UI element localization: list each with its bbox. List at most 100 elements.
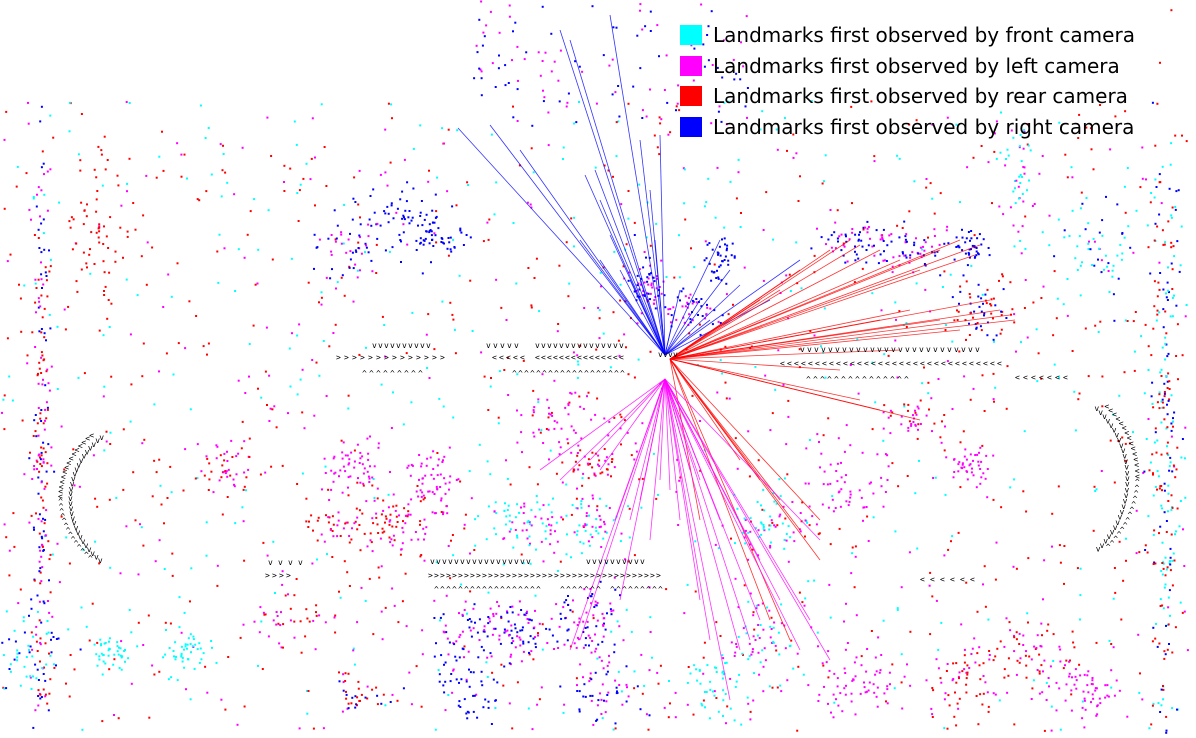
trajectory-arrow-glyph: <: [970, 575, 975, 584]
landmark-point: [859, 231, 861, 234]
landmark-point: [1143, 392, 1146, 395]
landmark-point: [245, 476, 248, 479]
landmark-point: [330, 250, 333, 253]
trajectory-arrow-glyph: ^: [616, 585, 621, 594]
landmark-point: [599, 518, 602, 521]
landmark-point: [411, 464, 414, 467]
landmark-point: [96, 190, 99, 192]
landmark-point: [603, 520, 605, 523]
landmark-point: [770, 616, 773, 619]
landmark-point: [341, 457, 344, 460]
landmark-point: [929, 182, 932, 185]
landmark-point: [708, 717, 711, 720]
landmark-point: [762, 229, 765, 231]
landmark-point: [1171, 707, 1174, 710]
trajectory-arrow-glyph: <: [541, 353, 546, 362]
landmark-point: [721, 677, 724, 680]
landmark-point: [1165, 292, 1167, 295]
observation-ray: [669, 358, 741, 461]
landmark-point: [703, 691, 706, 693]
landmark-point: [639, 283, 642, 286]
landmark-point: [896, 608, 899, 611]
landmark-point: [281, 570, 284, 573]
landmark-point: [525, 51, 528, 54]
landmark-point: [880, 309, 883, 312]
landmark-point: [170, 676, 173, 679]
landmark-point: [762, 279, 765, 282]
landmark-point: [889, 409, 892, 412]
landmark-point: [594, 633, 596, 636]
landmark-point: [516, 503, 519, 506]
landmark-point: [722, 689, 725, 692]
landmark-point: [1183, 565, 1186, 567]
landmark-point: [40, 555, 43, 558]
landmark-point: [1163, 392, 1166, 395]
landmark-point: [211, 646, 213, 649]
landmark-point: [851, 546, 854, 549]
landmark-point: [992, 659, 995, 662]
observation-ray: [619, 269, 666, 356]
landmark-point: [669, 131, 672, 134]
trajectory-arrow-glyph: v: [426, 341, 431, 350]
landmark-point: [591, 451, 594, 454]
landmark-point: [465, 680, 468, 683]
landmark-point: [618, 684, 621, 686]
landmark-point: [1171, 651, 1174, 654]
landmark-point: [740, 723, 743, 726]
landmark-point: [407, 510, 410, 513]
trajectory-arrow-glyph: ^: [369, 369, 374, 378]
trajectory-arrow-glyph: >: [352, 353, 357, 362]
landmark-point: [1053, 363, 1056, 366]
landmark-point: [1162, 698, 1165, 701]
landmark-point: [1042, 598, 1044, 601]
landmark-point: [342, 673, 345, 676]
landmark-point: [95, 231, 98, 234]
landmark-point: [548, 628, 551, 631]
landmark-point: [417, 538, 420, 541]
landmark-point: [647, 728, 650, 731]
trajectory-arrow-glyph: v: [905, 345, 910, 354]
landmark-point: [596, 657, 599, 660]
landmark-point: [364, 251, 366, 254]
trajectory-arrow-glyph: <: [990, 359, 995, 368]
landmark-point: [1141, 177, 1144, 180]
landmark-point: [403, 218, 406, 221]
landmark-point: [223, 452, 226, 455]
landmark-point: [1168, 388, 1171, 390]
landmark-point: [576, 684, 578, 687]
landmark-point: [790, 639, 793, 642]
landmark-point: [65, 536, 68, 539]
landmark-point: [38, 470, 41, 473]
landmark-point: [659, 664, 662, 667]
landmark-point: [1083, 699, 1086, 702]
trajectory-arrow-glyph: ^: [60, 512, 65, 521]
landmark-point: [1092, 237, 1095, 240]
trajectory-arrow-glyph: ^: [1113, 535, 1118, 544]
landmark-point: [915, 282, 918, 285]
landmark-point: [537, 634, 539, 637]
landmark-point: [497, 67, 500, 70]
landmark-point: [298, 727, 301, 730]
landmark-point: [964, 319, 967, 322]
landmark-point: [534, 609, 536, 612]
landmark-point: [278, 642, 281, 645]
landmark-point: [485, 661, 488, 664]
landmark-point: [628, 507, 631, 510]
landmark-point: [180, 631, 183, 634]
landmark-point: [42, 447, 45, 450]
landmark-point: [465, 712, 468, 715]
landmark-point: [506, 509, 509, 511]
landmark-point: [667, 133, 670, 136]
landmark-point: [1152, 406, 1155, 409]
landmark-point: [605, 700, 608, 703]
landmark-point: [419, 237, 422, 240]
landmark-point: [690, 247, 692, 250]
landmark-point: [244, 392, 247, 394]
landmark-point: [130, 383, 133, 386]
landmark-point: [27, 122, 30, 125]
landmark-point: [854, 555, 857, 558]
landmark-point: [736, 467, 739, 470]
landmark-point: [360, 693, 363, 696]
landmark-point: [400, 548, 403, 551]
landmark-point: [443, 663, 445, 666]
